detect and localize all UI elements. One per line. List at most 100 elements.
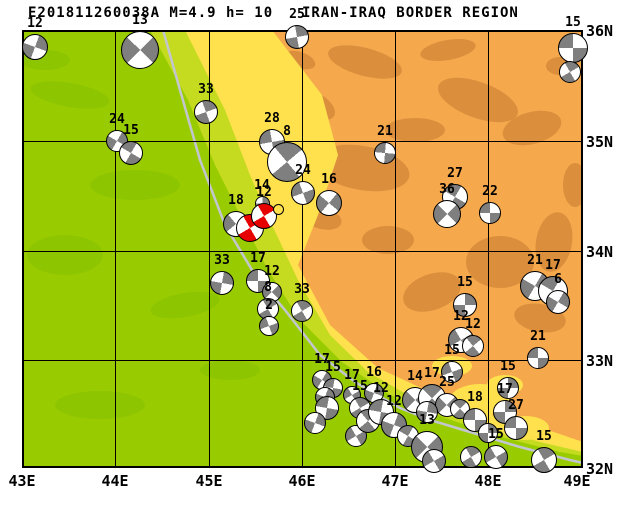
terrain-green-lowland (22, 30, 583, 468)
y-axis-label: 33N (586, 352, 614, 370)
beachball-label: 36 (439, 182, 455, 197)
beachball (210, 271, 234, 295)
beachball (374, 142, 396, 164)
beachball-label: 13 (419, 413, 435, 428)
x-axis-label: 49E (563, 472, 591, 490)
beachball-label: 27 (447, 166, 463, 181)
beachball-label: 18 (467, 390, 483, 405)
event-title: E201811260038A M=4.9 h= 10 (28, 5, 274, 21)
beachball-label: 24 (295, 163, 311, 178)
beachball (441, 361, 463, 383)
beachball-label: 27 (508, 398, 524, 413)
terrain-green-patches (22, 50, 260, 419)
beachball-label: 21 (377, 124, 393, 139)
beachball (433, 200, 461, 228)
beachball-label: 18 (228, 193, 244, 208)
beachball-label: 16 (321, 172, 337, 187)
beachball-label: 33 (198, 82, 214, 97)
gridline-horizontal (22, 251, 583, 252)
gridline-vertical (302, 30, 303, 468)
beachball-label: 12 (465, 317, 481, 332)
x-axis-label: 45E (195, 472, 223, 490)
beachball (559, 61, 581, 83)
beachball-label: 12 (386, 394, 402, 409)
y-axis-label: 35N (586, 133, 614, 151)
beachball-label: 33 (294, 282, 310, 297)
beachball (462, 335, 484, 357)
beachball-label: 17 (545, 258, 561, 273)
beachball-label: 22 (482, 184, 498, 199)
beachball-label: 12 (256, 185, 272, 200)
beachball-label: 12 (453, 309, 469, 324)
beachball-label: 14 (254, 177, 270, 193)
beachball-label: 17 (344, 368, 360, 383)
x-axis-label: 48E (474, 472, 502, 490)
beachball (291, 300, 313, 322)
beachball-label: 15 (488, 427, 504, 442)
beachball (478, 423, 498, 443)
beachball (22, 34, 48, 60)
beachball-label: 6 (554, 272, 562, 287)
beachball-label: 15 (457, 275, 473, 290)
gridline-vertical (209, 30, 210, 468)
beachball-label: 15 (444, 343, 460, 358)
beachball-label: 24 (109, 112, 125, 127)
beachball (558, 33, 588, 63)
x-axis-label: 47E (381, 472, 409, 490)
beachball (484, 445, 508, 469)
x-axis-label: 44E (101, 472, 129, 490)
beachball-label: 16 (366, 365, 382, 380)
beachball-label: 8 (283, 124, 291, 139)
beachball (119, 141, 143, 165)
beachball-label: 14 (407, 369, 423, 384)
beachball (531, 447, 557, 473)
x-axis-label: 43E (8, 472, 36, 490)
beachball-label: 17 (250, 251, 266, 266)
y-axis-label: 36N (586, 22, 614, 40)
beachball-label: 15 (565, 15, 581, 30)
gridline-horizontal (22, 141, 583, 142)
region-title: IRAN-IRAQ BORDER REGION (302, 5, 519, 21)
beachball-label: 21 (527, 253, 543, 268)
beachball-label: 15 (325, 360, 341, 375)
beachball-label: 15 (352, 379, 368, 394)
gridline-vertical (395, 30, 396, 468)
beachball-label: 17 (497, 382, 513, 397)
beachball (460, 446, 482, 468)
beachball-label: 12 (27, 16, 43, 31)
gridline-vertical (115, 30, 116, 468)
beachball-label: 15 (123, 123, 139, 138)
y-axis-label: 34N (586, 243, 614, 261)
beachball (422, 449, 446, 473)
beachball (304, 412, 326, 434)
x-axis-label: 46E (288, 472, 316, 490)
beachball (259, 316, 279, 336)
beachball (546, 290, 570, 314)
beachball (285, 25, 309, 49)
beachball (121, 31, 159, 69)
beachball (316, 190, 342, 216)
beachball-label: 28 (264, 111, 280, 126)
beachball (453, 293, 477, 317)
border-line (161, 30, 583, 465)
beachball-label: 33 (214, 253, 230, 268)
beachball (497, 377, 519, 399)
beachball-label: 13 (132, 13, 148, 28)
beachball-label: 12 (264, 264, 280, 279)
gridline-horizontal (22, 360, 583, 361)
terrain-dark-orange-patches (284, 39, 583, 333)
gridline-vertical (488, 30, 489, 468)
beachball-label: 15 (500, 359, 516, 374)
beachball (416, 401, 438, 423)
beachball-label: 25 (289, 7, 305, 22)
beachball-label: 17 (424, 366, 440, 381)
beachball (291, 181, 315, 205)
beachball-label: 8 (264, 280, 272, 295)
beachball-label: 17 (314, 352, 330, 367)
beachball (479, 202, 501, 224)
beachball (267, 142, 307, 182)
beachball (272, 203, 284, 215)
beachball (194, 100, 218, 124)
beachball-label: 12 (373, 381, 389, 396)
